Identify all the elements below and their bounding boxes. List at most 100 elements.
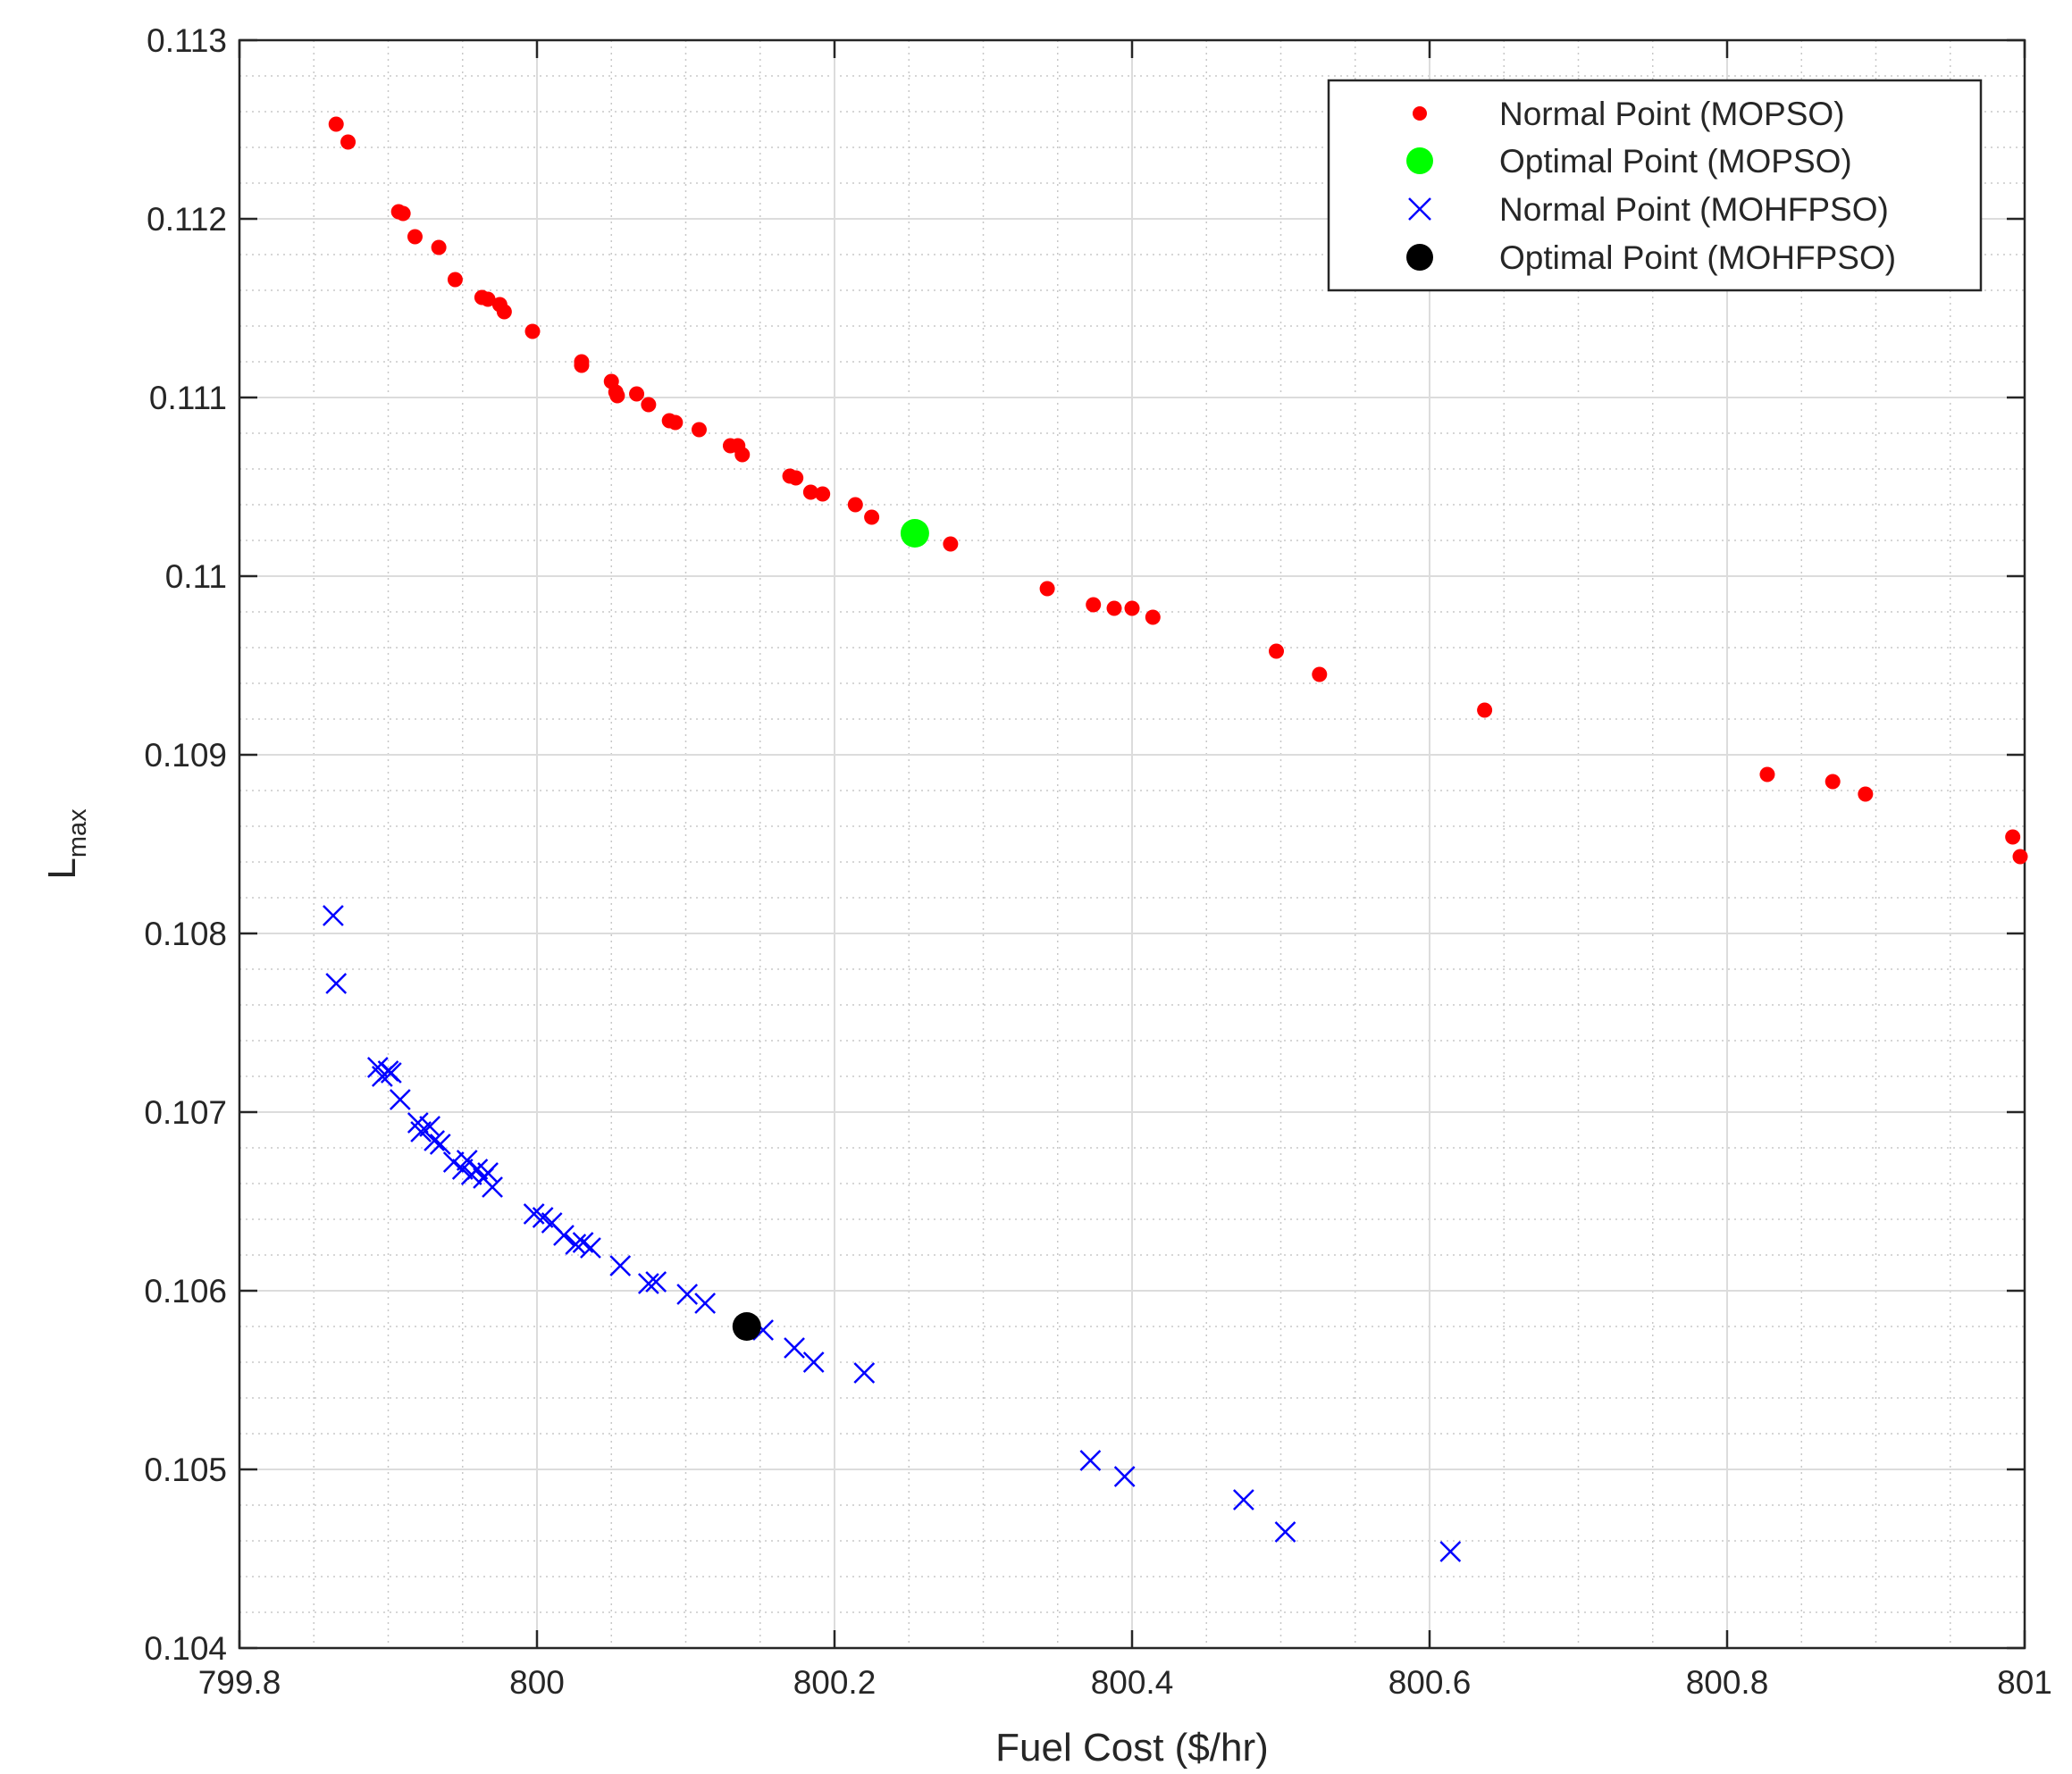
data-point-x-stroke	[553, 1225, 575, 1246]
y-tick-label: 0.11	[165, 558, 227, 595]
data-point-normal-mohfpso	[1113, 1466, 1136, 1487]
data-point-x-stroke	[325, 973, 348, 994]
data-point-x-stroke	[541, 1212, 563, 1234]
y-tick-label: 0.113	[147, 22, 227, 59]
data-point-normal-mopso	[431, 239, 447, 255]
data-point-normal-mohfpso	[1232, 1489, 1254, 1510]
data-point-x-stroke	[407, 1112, 429, 1134]
data-point-normal-mohfpso	[1439, 1541, 1462, 1562]
data-point-normal-mopso	[395, 205, 411, 222]
data-point-x-stroke	[442, 1151, 465, 1173]
y-tick-label: 0.106	[144, 1273, 227, 1310]
data-point-normal-mopso	[734, 447, 751, 463]
axis-ticks: 799.8 800 800.2 800.4 800.6 800.8 801 0.104 0.10…	[144, 22, 2051, 1701]
minor-grid	[239, 40, 2025, 1648]
y-tick-label: 0.109	[144, 737, 227, 774]
data-point-normal-mohfpso	[637, 1273, 659, 1294]
data-point-x-stroke	[424, 1130, 445, 1151]
data-point-normal-mopso	[1759, 766, 1775, 782]
data-point-normal-mopso	[1269, 643, 1285, 659]
legend-label-normal-mopso: Normal Point (MOPSO)	[1499, 96, 1845, 132]
y-tick-label: 0.108	[144, 916, 227, 952]
data-point-normal-mopso	[847, 497, 863, 513]
data-point-normal-mohfpso	[477, 1162, 499, 1184]
data-point-normal-mopso	[1145, 609, 1161, 625]
data-point-normal-mopso	[667, 414, 684, 431]
data-point-x-stroke	[1274, 1521, 1296, 1543]
data-points	[323, 116, 2028, 1562]
data-point-normal-mopso	[1039, 581, 1055, 597]
y-axis-label-main: L	[40, 858, 84, 879]
y-tick-label: 0.104	[144, 1630, 227, 1667]
data-point-normal-mohfpso	[645, 1271, 667, 1293]
data-point-normal-mopso	[788, 470, 804, 486]
y-axis-label: Lmax	[40, 808, 92, 880]
data-point-normal-mopso	[340, 134, 357, 150]
data-point-normal-mopso	[1124, 600, 1140, 616]
data-point-normal-mopso	[864, 509, 880, 525]
data-point-x-stroke	[609, 1255, 632, 1276]
data-point-normal-mohfpso	[802, 1351, 825, 1373]
data-point-x-stroke	[802, 1351, 825, 1373]
data-point-normal-mohfpso	[389, 1089, 411, 1110]
data-point-normal-mohfpso	[1274, 1521, 1296, 1543]
data-point-x-stroke	[323, 905, 344, 926]
legend-box	[1327, 79, 1983, 292]
data-point-x-stroke	[853, 1362, 876, 1384]
x-tick-label: 799.8	[198, 1664, 281, 1701]
y-tick-label: 0.105	[144, 1452, 227, 1488]
y-tick-label: 0.112	[147, 201, 227, 238]
data-point-normal-mohfpso	[429, 1134, 451, 1155]
data-point-normal-mopso	[691, 422, 707, 438]
data-point-optimal-mopso	[900, 519, 929, 548]
data-point-x-stroke	[366, 1057, 389, 1078]
data-point-x-stroke	[1232, 1489, 1254, 1510]
x-tick-label: 800	[509, 1664, 565, 1701]
data-point-normal-mopso	[2012, 849, 2028, 865]
y-axis-label-sub: max	[63, 808, 92, 858]
data-point-normal-mopso	[1312, 666, 1328, 682]
data-point-x-stroke	[1439, 1541, 1462, 1562]
data-point-normal-mopso	[802, 484, 818, 500]
x-axis-label: Fuel Cost ($/hr)	[995, 1726, 1269, 1770]
data-point-normal-mopso	[447, 272, 463, 288]
data-point-normal-mohfpso	[323, 905, 344, 926]
legend-marker-optimal-mohfpso	[1406, 244, 1433, 271]
data-point-normal-mopso	[815, 486, 831, 502]
data-point-normal-mopso	[524, 323, 541, 339]
x-tick-label: 800.2	[793, 1664, 877, 1701]
data-point-normal-mopso	[1477, 702, 1493, 718]
y-tick-label: 0.107	[144, 1094, 227, 1131]
data-point-normal-mohfpso	[424, 1130, 445, 1151]
data-point-normal-mopso	[480, 291, 496, 307]
data-point-x-stroke	[694, 1293, 717, 1314]
data-point-normal-mohfpso	[694, 1293, 717, 1314]
legend-label-optimal-mopso: Optimal Point (MOPSO)	[1499, 143, 1852, 180]
data-point-x-stroke	[572, 1232, 594, 1253]
x-tick-label: 800.8	[1686, 1664, 1769, 1701]
data-point-x-stroke	[532, 1207, 554, 1228]
data-point-normal-mopso	[2005, 829, 2021, 845]
legend-label-optimal-mohfpso: Optimal Point (MOHFPSO)	[1499, 239, 1896, 276]
data-point-normal-mohfpso	[482, 1176, 503, 1198]
data-point-normal-mopso	[1106, 600, 1122, 616]
svg-text:Lmax: Lmax	[40, 808, 92, 880]
data-point-x-stroke	[1113, 1466, 1136, 1487]
legend-marker-optimal-mopso	[1406, 147, 1433, 174]
data-point-normal-mohfpso	[1079, 1450, 1102, 1471]
data-point-normal-mopso	[943, 536, 959, 552]
y-tick-label: 0.111	[149, 380, 227, 416]
data-point-normal-mopso	[1086, 597, 1102, 613]
data-point-normal-mopso	[574, 357, 590, 373]
data-point-x-stroke	[482, 1176, 503, 1198]
data-point-x-stroke	[565, 1234, 587, 1255]
data-point-normal-mopso	[1858, 786, 1874, 802]
data-point-x-stroke	[477, 1162, 499, 1184]
data-point-x-stroke	[380, 1062, 402, 1084]
data-point-normal-mohfpso	[676, 1284, 699, 1305]
x-tick-label: 800.4	[1091, 1664, 1174, 1701]
data-point-normal-mopso	[629, 386, 645, 402]
data-point-x-stroke	[637, 1273, 659, 1294]
data-point-normal-mopso	[496, 304, 512, 320]
